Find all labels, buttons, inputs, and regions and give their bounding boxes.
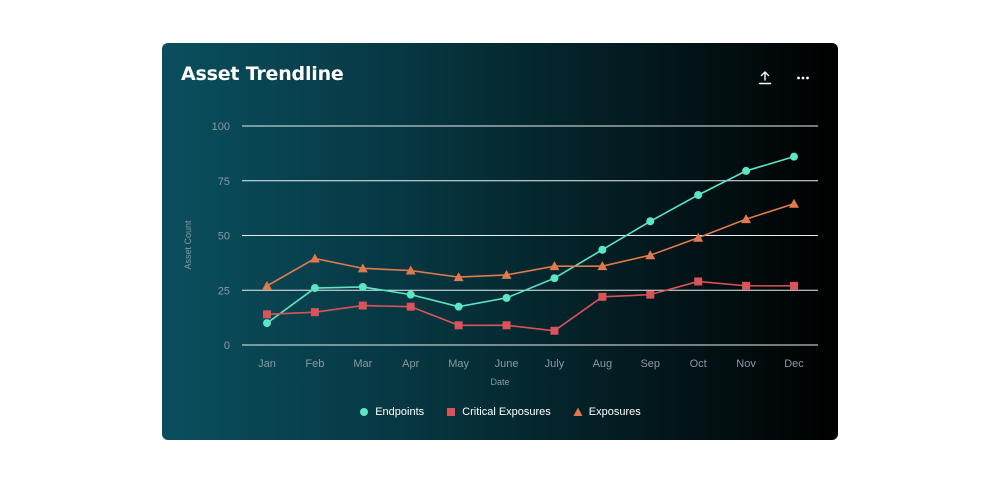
y-tick-label: 100 [212,121,230,133]
series-line-critical-exposures [266,280,794,332]
data-point [502,293,511,302]
data-point [598,292,607,301]
legend-swatch-circle [360,408,369,416]
data-point [742,281,751,290]
export-icon [758,71,772,85]
data-point [550,274,559,283]
data-point [501,269,512,279]
data-point [454,302,463,311]
legend-label: Endpoints [375,406,425,418]
data-point [502,321,511,330]
x-axis-title: Date [490,377,509,387]
export-button[interactable] [754,67,776,89]
legend-label: Critical Exposures [462,406,551,418]
x-tick-label: Feb [305,358,324,370]
more-options-button[interactable] [792,67,814,89]
data-point [357,263,368,273]
y-tick-label: 0 [224,340,230,352]
x-tick-label: Apr [402,358,419,370]
y-axis-title: Asset Count [183,220,193,270]
series-line-endpoints [266,155,795,324]
data-point [597,261,608,271]
x-tick-label: July [545,358,565,370]
x-tick-label: June [495,358,519,370]
data-point [693,232,704,242]
data-point [263,310,271,319]
data-point [694,277,703,286]
data-point [646,217,655,226]
data-point [646,290,655,299]
data-point [790,281,798,290]
data-point [310,284,319,293]
data-point [742,166,751,175]
data-point [790,152,798,161]
chart-legend: Endpoints Critical Exposures Exposures [162,406,838,418]
data-point [309,253,320,263]
series-line-exposures [266,202,795,287]
card-title: Asset Trendline [181,63,344,85]
line-chart: 0 25 50 75 100 Jan Feb Mar Apr May June July Aug Sep O… [183,121,818,387]
legend-swatch-triangle [573,407,583,416]
x-tick-label: Mar [353,358,372,370]
x-tick-label: Oct [690,358,707,370]
data-point [358,282,367,291]
x-tick-label: Sep [640,358,660,370]
data-point [694,190,703,199]
x-tick-label: Dec [784,358,804,370]
asset-trendline-card: Asset Trendline 0 25 50 75 100 Jan Feb Mar Apr Ma… [162,43,838,440]
x-tick-label: May [448,358,469,370]
data-point [310,308,319,317]
data-point [406,302,415,311]
x-tick-label: Jan [258,358,276,370]
y-tick-label: 50 [218,231,230,243]
legend-item[interactable]: Critical Exposures [446,406,551,418]
legend-swatch-square [447,408,456,416]
x-tick-label: Aug [593,358,613,370]
data-point [550,326,559,335]
data-point [405,265,416,275]
data-point [406,290,415,299]
legend-label: Exposures [588,406,641,418]
data-point [598,245,607,254]
data-point [549,261,560,271]
data-point [789,198,799,208]
x-tick-label: Nov [736,358,756,370]
data-point [358,301,367,310]
y-tick-label: 25 [218,285,230,297]
data-point [453,272,464,282]
data-point [454,321,463,330]
more-horizontal-icon [797,76,809,80]
data-point [741,214,752,224]
data-point [262,280,272,290]
legend-item[interactable]: Exposures [573,406,641,418]
data-point [645,250,656,260]
y-tick-label: 75 [218,176,230,188]
data-point [263,319,271,328]
legend-item[interactable]: Endpoints [359,406,424,418]
